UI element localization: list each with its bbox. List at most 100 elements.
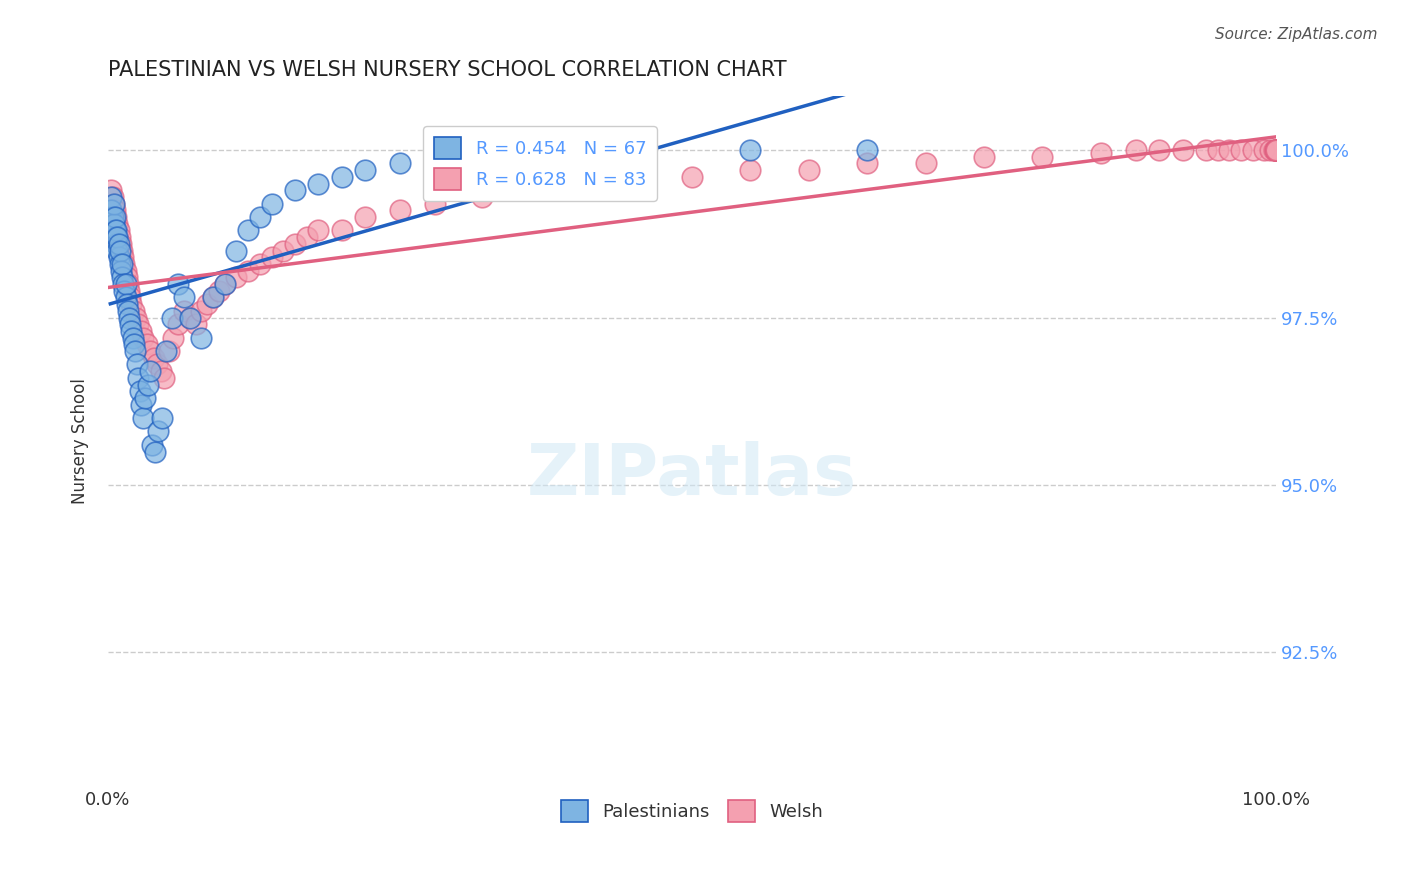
Point	[740, 163, 762, 178]
Point	[973, 150, 995, 164]
Point	[121, 330, 143, 344]
Point	[98, 210, 121, 224]
Point	[249, 257, 271, 271]
Point	[388, 203, 411, 218]
Point	[295, 230, 318, 244]
Point	[1125, 143, 1147, 157]
Point	[112, 277, 135, 291]
Point	[117, 277, 139, 291]
Point	[1171, 143, 1194, 157]
Point	[1206, 143, 1229, 157]
Point	[104, 223, 127, 237]
Point	[107, 236, 129, 251]
Y-axis label: Nursery School: Nursery School	[72, 378, 89, 504]
Point	[146, 358, 169, 372]
Point	[132, 411, 155, 425]
Point	[105, 230, 128, 244]
Point	[1090, 146, 1112, 161]
Point	[471, 150, 494, 164]
Point	[236, 263, 259, 277]
Point	[1265, 143, 1288, 157]
Point	[110, 236, 132, 251]
Point	[120, 324, 142, 338]
Point	[108, 230, 131, 244]
Point	[105, 230, 128, 244]
Point	[103, 196, 125, 211]
Point	[1265, 143, 1288, 157]
Point	[160, 310, 183, 325]
Point	[135, 337, 157, 351]
Point	[105, 244, 128, 258]
Point	[104, 210, 127, 224]
Point	[623, 177, 645, 191]
Point	[129, 324, 152, 338]
Point	[101, 190, 124, 204]
Point	[1264, 143, 1286, 157]
Point	[167, 317, 190, 331]
Point	[108, 257, 131, 271]
Point	[179, 310, 201, 325]
Point	[914, 156, 936, 170]
Point	[105, 236, 128, 251]
Point	[120, 290, 142, 304]
Point	[139, 364, 162, 378]
Point	[856, 143, 879, 157]
Point	[1263, 143, 1285, 157]
Point	[423, 156, 446, 170]
Point	[202, 290, 225, 304]
Point	[1195, 143, 1218, 157]
Point	[104, 203, 127, 218]
Point	[122, 303, 145, 318]
Point	[107, 250, 129, 264]
Point	[107, 223, 129, 237]
Point	[112, 257, 135, 271]
Point	[208, 284, 231, 298]
Point	[110, 263, 132, 277]
Point	[127, 371, 149, 385]
Point	[100, 203, 122, 218]
Point	[103, 196, 125, 211]
Point	[307, 177, 329, 191]
Point	[153, 371, 176, 385]
Point	[173, 290, 195, 304]
Point	[120, 297, 142, 311]
Point	[157, 344, 180, 359]
Point	[125, 310, 148, 325]
Point	[120, 317, 142, 331]
Point	[1265, 143, 1288, 157]
Point	[129, 398, 152, 412]
Point	[132, 330, 155, 344]
Point	[108, 244, 131, 258]
Point	[105, 217, 128, 231]
Text: ZIPatlas: ZIPatlas	[527, 442, 858, 510]
Point	[101, 210, 124, 224]
Point	[134, 391, 156, 405]
Point	[114, 290, 136, 304]
Point	[202, 290, 225, 304]
Point	[1265, 143, 1288, 157]
Point	[111, 244, 134, 258]
Point	[307, 223, 329, 237]
Point	[111, 257, 134, 271]
Point	[167, 277, 190, 291]
Point	[149, 364, 172, 378]
Point	[115, 270, 138, 285]
Point	[797, 163, 820, 178]
Point	[128, 384, 150, 399]
Point	[114, 277, 136, 291]
Point	[623, 146, 645, 161]
Point	[225, 244, 247, 258]
Point	[115, 297, 138, 311]
Point	[148, 425, 170, 439]
Point	[1147, 143, 1170, 157]
Point	[540, 150, 562, 164]
Point	[1241, 143, 1264, 157]
Point	[184, 317, 207, 331]
Point	[271, 244, 294, 258]
Point	[111, 270, 134, 285]
Point	[214, 277, 236, 291]
Point	[388, 156, 411, 170]
Point	[330, 169, 353, 184]
Point	[1265, 143, 1288, 157]
Point	[681, 169, 703, 184]
